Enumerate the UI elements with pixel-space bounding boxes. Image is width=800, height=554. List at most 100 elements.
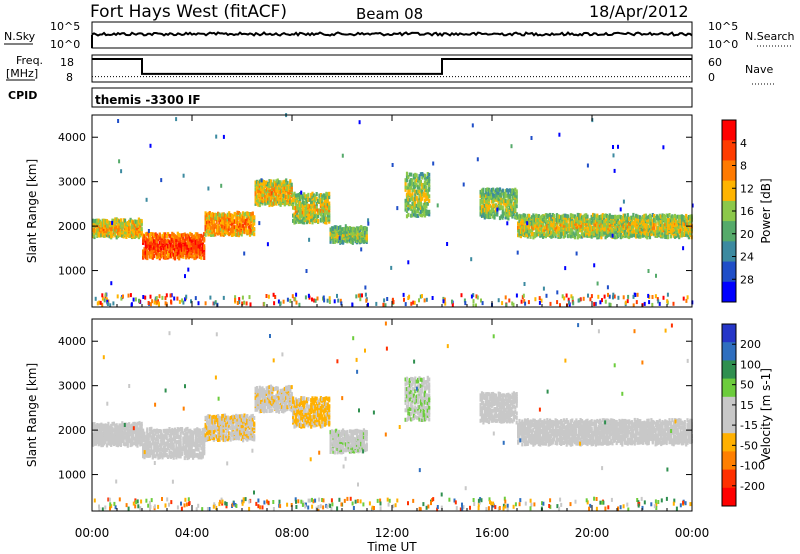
echo-cell [487, 215, 490, 220]
echo-cell [92, 422, 95, 427]
echo-cell [323, 195, 327, 200]
echo-cell [167, 443, 170, 448]
echo-cell [186, 245, 189, 250]
echo-cell [410, 204, 413, 209]
echo-cell [490, 207, 493, 212]
echo-cell [615, 220, 618, 224]
echo-cell [268, 198, 271, 203]
echo-cell [143, 247, 146, 252]
echo-cell [160, 451, 163, 456]
echo-cell [178, 243, 181, 248]
echo-cell [194, 246, 197, 251]
echo-cell [146, 231, 149, 236]
echo-cell [657, 215, 660, 220]
echo-cell [105, 443, 109, 448]
echo-cell [147, 245, 150, 250]
echo-cell [137, 229, 140, 234]
echo-cell [418, 174, 421, 179]
scatter-cell [213, 301, 216, 306]
echo-cell [203, 256, 206, 260]
echo-cell [94, 439, 97, 443]
echo-cell [311, 214, 314, 219]
echo-cell [200, 233, 203, 238]
echo-cell [139, 430, 142, 435]
echo-cell [280, 198, 284, 203]
echo-cell [419, 213, 422, 218]
echo-cell [415, 189, 418, 194]
echo-cell [543, 215, 546, 220]
scatter-cell [564, 266, 567, 271]
echo-cell [536, 214, 539, 219]
echo-cell [637, 234, 640, 239]
echo-cell [598, 223, 602, 228]
echo-cell [269, 182, 272, 187]
echo-cell [351, 226, 354, 231]
echo-cell [223, 222, 227, 227]
echo-cell [661, 220, 664, 224]
echo-cell [254, 180, 257, 185]
echo-cell [594, 222, 597, 227]
echo-cell [208, 211, 211, 215]
echo-cell [307, 192, 310, 197]
echo-cell [140, 421, 143, 426]
echo-cell [315, 192, 318, 196]
echo-cell [142, 454, 145, 459]
echo-cell [117, 431, 120, 436]
echo-cell [185, 453, 188, 457]
echo-cell [425, 188, 428, 193]
echo-cell [173, 435, 177, 440]
echo-cell [310, 192, 313, 197]
echo-cell [161, 435, 164, 440]
echo-cell [490, 199, 493, 204]
echo-cell [326, 202, 329, 207]
near-range-cell [153, 300, 156, 305]
near-range-cell [311, 297, 313, 302]
echo-cell [646, 231, 649, 236]
echo-cell [642, 225, 645, 229]
echo-cell [423, 192, 427, 197]
echo-cell [108, 432, 111, 437]
echo-cell [104, 423, 107, 428]
colorbar-tick-label: 8 [740, 160, 747, 173]
echo-cell [239, 223, 242, 228]
echo-cell [171, 437, 174, 442]
echo-cell [485, 198, 488, 203]
echo-cell [614, 214, 617, 219]
echo-cell [98, 436, 102, 441]
station-title: Fort Hays West (fitACF) [90, 2, 287, 22]
echo-cell [298, 192, 302, 196]
echo-cell [648, 221, 652, 226]
colorbar-tick-label: 20 [740, 228, 754, 241]
echo-cell [110, 434, 113, 439]
echo-cell [301, 204, 304, 209]
echo-cell [580, 232, 584, 237]
echo-cell [672, 233, 675, 238]
echo-cell [318, 208, 321, 213]
echo-cell [125, 227, 128, 232]
echo-cell [100, 436, 103, 441]
echo-cell [233, 219, 236, 224]
echo-cell [407, 175, 410, 179]
echo-cell [132, 421, 135, 426]
echo-cell [175, 251, 178, 256]
echo-cell [146, 427, 149, 432]
echo-cell [183, 428, 186, 433]
echo-cell [210, 226, 213, 231]
echo-cell [540, 223, 543, 227]
echo-cell [147, 251, 150, 256]
echo-cell [515, 215, 518, 220]
near-range-cell [523, 299, 526, 304]
echo-cell [653, 216, 656, 221]
near-range-cell [512, 302, 515, 307]
echo-cell [218, 230, 221, 235]
echo-cell [564, 226, 567, 231]
echo-cell [136, 443, 139, 448]
echo-cell [169, 249, 172, 254]
echo-cell [140, 229, 143, 234]
echo-cell [532, 216, 535, 221]
echo-cell [178, 245, 181, 250]
echo-cell [267, 182, 270, 187]
echo-cell [185, 427, 188, 432]
echo-cell [111, 223, 114, 227]
